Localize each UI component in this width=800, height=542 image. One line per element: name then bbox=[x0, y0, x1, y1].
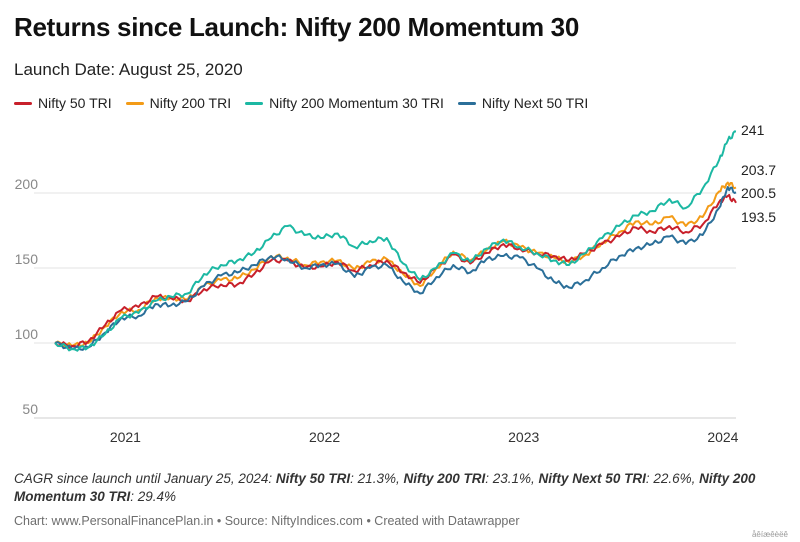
legend-item-nifty200: Nifty 200 TRI bbox=[125, 95, 232, 111]
note-value-nifty200: : 23.1%, bbox=[485, 471, 539, 486]
chart-footer: Chart: www.PersonalFinancePlan.in • Sour… bbox=[14, 514, 520, 528]
end-label-next50: 200.5 bbox=[741, 185, 776, 201]
end-label-nifty50: 193.5 bbox=[741, 209, 776, 225]
note-lead: CAGR since launch until January 25, 2024… bbox=[14, 471, 276, 486]
note-value-nifty50: : 21.3%, bbox=[350, 471, 404, 486]
series-line-next50 bbox=[54, 186, 737, 351]
x-tick-label-2024: 2024 bbox=[707, 429, 738, 445]
legend-swatch-nifty200 bbox=[125, 101, 144, 105]
end-label-momentum30: 241 bbox=[741, 122, 765, 138]
legend-label-momentum30: Nifty 200 Momentum 30 TRI bbox=[269, 95, 444, 111]
y-tick-label-150: 150 bbox=[15, 251, 39, 267]
end-label-nifty200: 203.7 bbox=[741, 162, 776, 178]
legend-item-nifty50: Nifty 50 TRI bbox=[14, 95, 112, 111]
y-tick-label-200: 200 bbox=[15, 176, 39, 192]
note-name-next50: Nifty Next 50 TRI bbox=[538, 471, 646, 486]
series-line-momentum30 bbox=[54, 130, 737, 352]
note-name-momentum30: Nifty 200 Momentum 30 TRI bbox=[14, 471, 756, 504]
legend-label-next50: Nifty Next 50 TRI bbox=[481, 95, 589, 111]
note-name-nifty50: Nifty 50 TRI bbox=[275, 471, 351, 486]
note-value-momentum30: : 29.4% bbox=[130, 489, 177, 504]
legend-item-momentum30: Nifty 200 Momentum 30 TRI bbox=[245, 95, 444, 111]
y-tick-label-100: 100 bbox=[15, 326, 39, 342]
line-chart: 50 100 150 200 2021 2022 2023 2024 193.5 203.7 241… bbox=[15, 122, 777, 445]
legend-swatch-next50 bbox=[457, 101, 476, 105]
series-line-nifty50 bbox=[54, 193, 737, 349]
legend-swatch-momentum30 bbox=[245, 101, 264, 105]
watermark: åêíæêèëê bbox=[751, 530, 788, 539]
chart-legend: Nifty 50 TRI Nifty 200 TRI Nifty 200 Mom… bbox=[14, 95, 588, 111]
legend-swatch-nifty50 bbox=[14, 101, 32, 105]
cagr-note: CAGR since launch until January 25, 2024… bbox=[14, 470, 789, 506]
y-tick-label-50: 50 bbox=[22, 401, 38, 417]
legend-label-nifty50: Nifty 50 TRI bbox=[38, 95, 112, 111]
x-tick-label-2022: 2022 bbox=[309, 429, 340, 445]
chart-subtitle: Launch Date: August 25, 2020 bbox=[14, 60, 243, 79]
legend-label-nifty200: Nifty 200 TRI bbox=[149, 95, 232, 111]
x-tick-label-2023: 2023 bbox=[508, 429, 539, 445]
note-name-nifty200: Nifty 200 TRI bbox=[403, 471, 486, 486]
legend-item-next50: Nifty Next 50 TRI bbox=[457, 95, 589, 111]
chart-title: Returns since Launch: Nifty 200 Momentum… bbox=[14, 12, 580, 42]
x-tick-label-2021: 2021 bbox=[110, 429, 141, 445]
note-value-next50: : 22.6%, bbox=[645, 471, 700, 486]
